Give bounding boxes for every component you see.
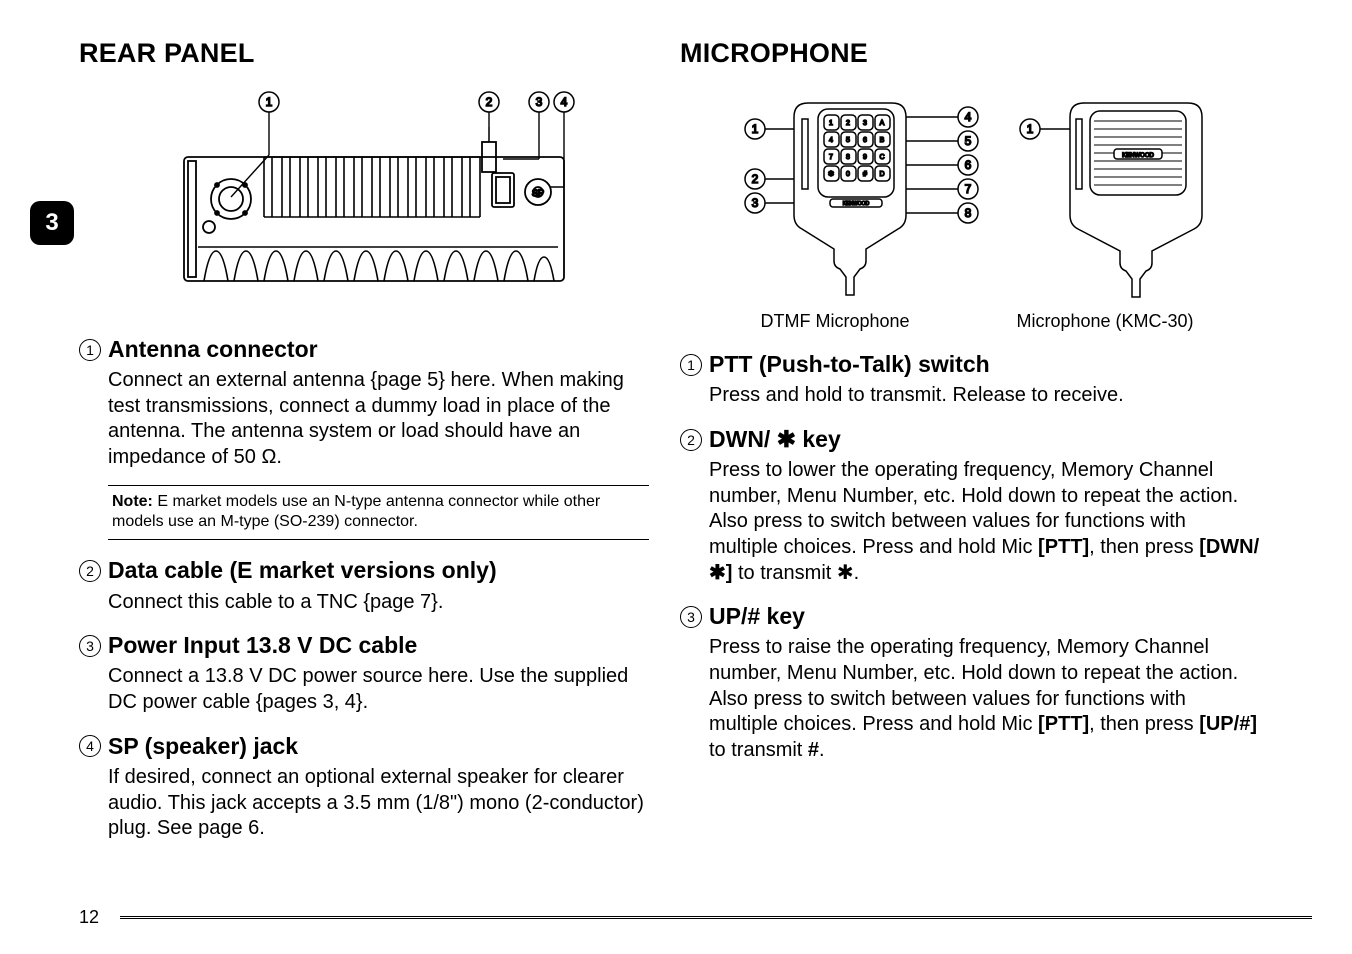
item-number-icon: 1 <box>680 354 702 376</box>
item-body: Press to lower the operating frequency, … <box>709 458 1260 586</box>
mic-item-1: 1 PTT (Push-to-Talk) switch Press and ho… <box>680 352 1260 409</box>
svg-text:2: 2 <box>486 95 493 109</box>
microphone-heading: MICROPHONE <box>680 38 1260 69</box>
svg-text:6: 6 <box>965 158 972 172</box>
item-title: UP/# key <box>709 604 805 629</box>
note-box: Note: E market models use an N-type ante… <box>108 485 649 541</box>
svg-text:B: B <box>880 137 885 144</box>
svg-text:2: 2 <box>752 172 759 186</box>
right-column: MICROPHONE 1 2 3 4 5 6 7 8 <box>680 38 1260 781</box>
item-number-icon: 3 <box>79 635 101 657</box>
footer-rule <box>120 916 1312 919</box>
svg-text:1: 1 <box>752 122 759 136</box>
item-title: Antenna connector <box>108 337 318 362</box>
note-text: E market models use an N-type antenna co… <box>112 493 600 531</box>
item-body: Press and hold to transmit. Release to r… <box>709 383 1260 409</box>
svg-text:2: 2 <box>846 120 850 127</box>
svg-text:1: 1 <box>1027 122 1034 136</box>
microphone-figure: 1 2 3 4 5 6 7 8 <box>680 87 1260 307</box>
svg-text:D: D <box>879 171 884 178</box>
svg-text:3: 3 <box>536 95 543 109</box>
item-number-icon: 2 <box>680 429 702 451</box>
dtmf-caption: DTMF Microphone <box>720 311 950 332</box>
svg-text:5: 5 <box>965 134 972 148</box>
svg-text:8: 8 <box>846 154 850 161</box>
svg-text:KENWOOD: KENWOOD <box>1122 153 1154 159</box>
svg-text:3: 3 <box>863 120 867 127</box>
mic-captions: DTMF Microphone Microphone (KMC-30) <box>680 311 1260 332</box>
item-body: Connect an external antenna {page 5} her… <box>108 368 649 470</box>
svg-text:3: 3 <box>752 196 759 210</box>
svg-text:4: 4 <box>965 110 972 124</box>
svg-text:SP: SP <box>532 188 544 198</box>
svg-text:C: C <box>879 154 884 161</box>
kmc-caption: Microphone (KMC-30) <box>990 311 1220 332</box>
rear-panel-heading: REAR PANEL <box>79 38 649 69</box>
mic-item-3: 3 UP/# key Press to raise the operating … <box>680 604 1260 763</box>
item-title: PTT (Push-to-Talk) switch <box>709 352 990 377</box>
item-number-icon: 2 <box>79 560 101 582</box>
svg-text:4: 4 <box>561 95 568 109</box>
left-column: REAR PANEL 1 2 3 4 <box>79 38 649 860</box>
section-tab: 3 <box>30 201 74 245</box>
svg-text:4: 4 <box>829 137 833 144</box>
svg-text:9: 9 <box>863 154 867 161</box>
item-title: DWN/ ✱ key <box>709 427 841 452</box>
rear-item-2: 2 Data cable (E market versions only) Co… <box>79 558 649 615</box>
svg-text:7: 7 <box>829 154 833 161</box>
rear-item-4: 4 SP (speaker) jack If desired, connect … <box>79 734 649 842</box>
item-body: Connect a 13.8 V DC power source here. U… <box>108 664 649 715</box>
svg-text:✱: ✱ <box>828 170 834 178</box>
svg-text:KENWOOD: KENWOOD <box>843 201 870 207</box>
svg-text:0: 0 <box>846 171 850 178</box>
svg-text:1: 1 <box>266 95 273 109</box>
note-label: Note: <box>112 493 153 510</box>
item-body: Press to raise the operating frequency, … <box>709 635 1260 763</box>
item-title: Power Input 13.8 V DC cable <box>108 633 417 658</box>
svg-text:1: 1 <box>829 120 833 127</box>
svg-text:A: A <box>880 120 885 127</box>
item-body: Connect this cable to a TNC {page 7}. <box>108 590 649 616</box>
svg-text:#: # <box>863 171 867 178</box>
svg-text:7: 7 <box>965 182 972 196</box>
item-number-icon: 4 <box>79 735 101 757</box>
item-number-icon: 3 <box>680 606 702 628</box>
svg-text:5: 5 <box>846 137 850 144</box>
rear-item-3: 3 Power Input 13.8 V DC cable Connect a … <box>79 633 649 715</box>
item-title: Data cable (E market versions only) <box>108 558 497 583</box>
svg-text:8: 8 <box>965 206 972 220</box>
rear-panel-figure: 1 2 3 4 <box>79 87 649 307</box>
item-body: If desired, connect an optional external… <box>108 765 649 842</box>
item-title: SP (speaker) jack <box>108 734 298 759</box>
page-number: 12 <box>79 907 99 928</box>
item-number-icon: 1 <box>79 339 101 361</box>
rear-item-1: 1 Antenna connector Connect an external … <box>79 337 649 540</box>
mic-item-2: 2 DWN/ ✱ key Press to lower the operatin… <box>680 427 1260 586</box>
svg-text:6: 6 <box>863 137 867 144</box>
